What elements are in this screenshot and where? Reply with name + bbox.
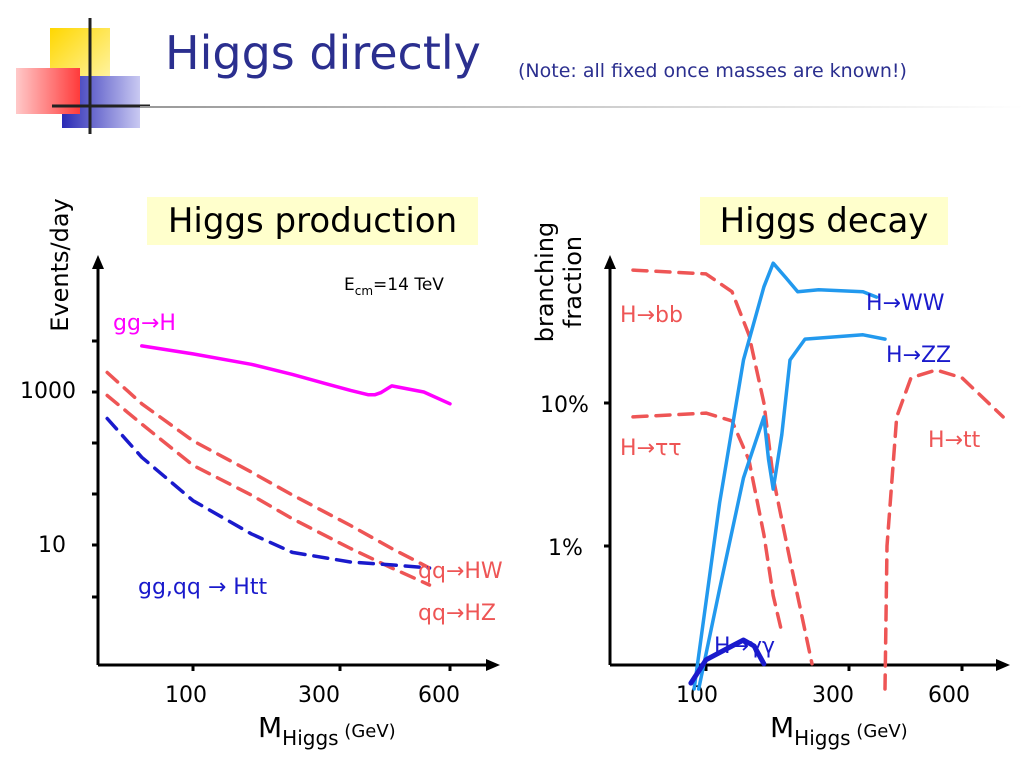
page-subtitle: (Note: all fixed once masses are known!) [518,60,907,82]
y-axis-label: Events/day [46,198,74,332]
page-title: Higgs directly [165,26,481,80]
y-tick-label: 10 [38,533,66,558]
x-tick-label: 100 [676,683,718,708]
series-label-h-tt: H→tt [928,428,981,453]
series-label-h-bb: H→bb [620,303,683,328]
series-label-h-tautau: H→ττ [620,436,681,461]
series-line-h-bb [631,268,814,666]
x-axis-arrow [486,659,500,671]
y-axis-arrow [92,255,104,269]
series-line-gg-h [140,344,452,406]
y-axis-label: branching [531,222,559,343]
x-axis-arrow [996,659,1010,671]
y-tick-label: 1% [548,536,583,561]
series-label-qq-hz: qq→HZ [418,601,496,626]
series-line-h-tt [883,368,1005,691]
series-label-h-gammagamma: H→γγ [714,634,775,659]
decorative-logo [16,18,150,134]
series-label-h-zz: H→ZZ [886,343,951,368]
title-underline [140,106,1024,108]
series-line-gg-qq-htt [105,416,432,570]
y-tick-label: 10% [540,393,589,418]
production-chart-title: Higgs production [147,197,478,245]
series-line-qq-hw [105,370,432,570]
x-axis-label: MHiggs (GeV) [770,711,908,750]
series-line-h-ww [692,261,879,691]
x-tick-label: 300 [812,683,854,708]
series-line-h [688,637,767,686]
y-tick-label: 1000 [20,379,76,404]
y-axis-arrow [604,255,616,269]
series-line-h-zz [696,333,887,691]
series-label-gg-qq-htt: gg,qq → Htt [138,575,267,600]
series-label-h-ww: H→WW [866,291,945,316]
series-label-qq-hw: qq→HW [418,559,503,584]
y-axis-label-2: fraction [559,236,587,328]
x-tick-label: 600 [928,683,970,708]
x-tick-label: 300 [298,683,340,708]
series-label-gg-h: gg→H [113,311,176,336]
decay-chart-title: Higgs decay [700,197,948,245]
x-tick-label: 100 [165,683,207,708]
x-tick-label: 600 [418,683,460,708]
